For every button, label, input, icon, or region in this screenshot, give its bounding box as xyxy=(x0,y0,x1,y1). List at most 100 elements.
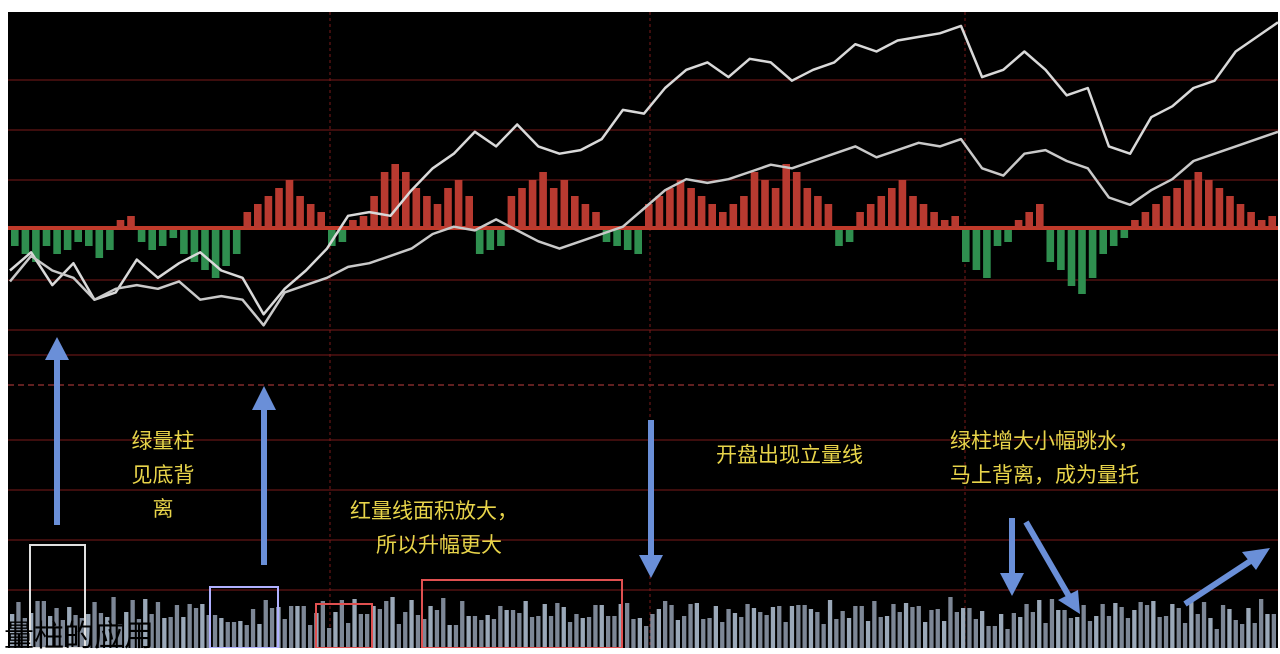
bottom-volume-bar xyxy=(1132,610,1137,648)
volume-bar xyxy=(845,230,854,242)
volume-bar xyxy=(42,230,51,246)
bottom-volume-bar xyxy=(339,600,344,648)
bottom-volume-bar xyxy=(815,612,820,648)
bottom-volume-bar xyxy=(289,606,294,648)
volume-bar xyxy=(412,188,421,228)
volume-bar xyxy=(148,230,156,250)
bottom-volume-bar xyxy=(612,616,617,648)
bottom-volume-bar xyxy=(688,604,693,648)
bottom-volume-bar xyxy=(308,625,313,648)
volume-bar xyxy=(285,180,294,228)
volume-bar xyxy=(106,230,114,250)
volume-bar xyxy=(243,212,252,228)
bottom-volume-bar xyxy=(320,601,325,648)
bottom-volume-bar xyxy=(625,603,630,648)
bottom-volume-bar xyxy=(713,606,718,648)
bottom-volume-bar xyxy=(859,606,864,648)
volume-bar xyxy=(549,188,558,228)
bottom-volume-bar xyxy=(618,604,623,648)
bottom-volume-bar xyxy=(923,622,928,648)
bottom-volume-bar xyxy=(136,619,142,648)
bottom-volume-bar xyxy=(428,606,433,648)
arrow-up-diag xyxy=(1183,548,1270,607)
volume-bar xyxy=(761,180,769,228)
line-layer xyxy=(9,21,1279,327)
bottom-volume-bar xyxy=(219,618,224,648)
bottom-volume-bar xyxy=(726,609,731,648)
arrow-up-1 xyxy=(45,337,69,525)
volume-bar xyxy=(983,230,991,278)
bottom-volume-bar xyxy=(599,605,604,648)
bottom-volume-bar xyxy=(472,616,478,648)
bottom-volume-bar xyxy=(986,626,991,648)
volume-bar xyxy=(972,230,981,270)
bottom-volume-bar xyxy=(789,606,795,648)
bottom-volume-bar xyxy=(155,602,161,648)
volume-bar xyxy=(940,220,949,228)
bottom-volume-bar xyxy=(73,615,78,648)
bottom-volume-bar xyxy=(60,620,65,648)
volume-bar xyxy=(254,204,262,228)
volume-bar xyxy=(676,180,685,228)
bottom-volume-bar xyxy=(225,622,230,648)
bottom-volume-bar xyxy=(631,619,636,648)
bottom-volume-bar xyxy=(834,619,839,648)
bottom-volume-bar xyxy=(206,615,211,648)
volume-bar xyxy=(1036,204,1044,228)
volume-bar xyxy=(296,196,304,228)
volume-bar xyxy=(137,230,146,242)
volume-bar xyxy=(919,204,928,228)
volume-bar xyxy=(190,230,199,262)
bottom-volume-bar xyxy=(41,601,46,648)
volume-bar xyxy=(560,180,569,228)
volume-bar xyxy=(898,180,907,228)
volume-bar xyxy=(866,204,875,228)
highlight-box-3 xyxy=(315,603,373,648)
bottom-volume-bar xyxy=(1157,617,1162,648)
bottom-volume-bar xyxy=(1005,629,1010,648)
volume-bar xyxy=(1194,172,1203,228)
volume-bar xyxy=(1257,220,1266,228)
volume-bar xyxy=(771,188,780,228)
bottom-volume-bar xyxy=(1056,610,1061,648)
volume-bar xyxy=(1131,220,1139,228)
bottom-volume-bar xyxy=(295,606,300,648)
bottom-volume-bar xyxy=(269,608,275,648)
bottom-volume-bar xyxy=(1087,621,1093,648)
bottom-volume-bar xyxy=(1094,616,1099,648)
bottom-volume-bar xyxy=(16,602,21,648)
volume-bar xyxy=(1025,212,1033,228)
bottom-volume-bar xyxy=(434,610,440,648)
bottom-volume-bar xyxy=(1138,602,1143,648)
bottom-volume-bar xyxy=(637,618,642,648)
bottom-volume-bar xyxy=(517,613,522,648)
annotation-green-volume-line-2: 见底背 xyxy=(131,463,195,487)
bottom-volume-bar xyxy=(529,617,535,648)
volume-bar xyxy=(1046,230,1055,262)
volume-bar xyxy=(1099,230,1107,254)
bottom-volume-bar xyxy=(371,606,376,648)
bottom-volume-bar xyxy=(174,605,180,648)
volume-bar xyxy=(1215,188,1224,228)
volume-bar xyxy=(1152,204,1160,228)
bottom-volume-bar xyxy=(1208,618,1213,648)
bottom-volume-bar xyxy=(327,628,332,648)
bottom-volume-bar xyxy=(352,599,357,648)
bottom-volume-bar xyxy=(1214,629,1219,648)
volume-bar xyxy=(391,164,399,228)
bottom-volume-bar xyxy=(453,625,459,648)
series-line-2 xyxy=(9,130,1279,327)
bottom-volume-bar xyxy=(1100,604,1105,648)
bottom-volume-bar xyxy=(466,616,471,648)
bottom-volume-bar xyxy=(1037,600,1042,648)
bottom-volume-bar xyxy=(1113,603,1118,648)
volume-bar xyxy=(782,164,790,228)
annotation-green-volume-line-1: 绿量柱 xyxy=(131,429,195,453)
bottom-volume-bar xyxy=(821,624,826,648)
bottom-volume-bar xyxy=(143,599,148,648)
volume-bar xyxy=(1268,216,1276,228)
volume-bar xyxy=(11,230,19,246)
volume-bar xyxy=(32,230,40,262)
volume-bar xyxy=(888,188,896,228)
bottom-volume-bar xyxy=(1182,623,1188,648)
